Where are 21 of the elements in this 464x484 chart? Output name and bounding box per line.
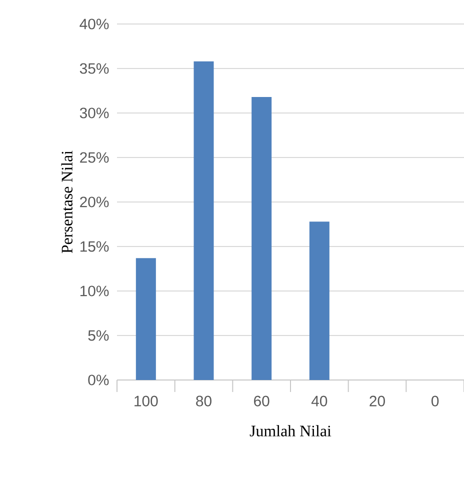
x-tick-label: 0: [431, 396, 438, 406]
y-tick-label: 25%: [80, 152, 108, 163]
y-tick-label: 35%: [80, 63, 108, 74]
x-axis-title: Jumlah Nilai: [250, 425, 331, 436]
x-tick-label: 80: [196, 396, 212, 406]
bar: [309, 222, 330, 380]
y-tick-label: 40%: [79, 18, 108, 30]
y-tick-label: 15%: [80, 241, 108, 252]
bar: [136, 258, 156, 380]
bar: [251, 96, 272, 380]
x-tick-label: 40: [311, 396, 327, 406]
bar: [194, 61, 214, 380]
y-tick-label: 0%: [88, 374, 108, 386]
x-tick-label: 60: [254, 396, 270, 406]
y-tick-label: 30%: [80, 108, 108, 118]
x-tick-label: 20: [369, 396, 385, 406]
y-tick-label: 5%: [88, 330, 108, 341]
y-tick-label: 10%: [80, 286, 108, 296]
y-tick-label: 20%: [80, 196, 108, 208]
x-tick-label: 100: [134, 396, 158, 406]
y-axis-title: Persentase Nilai: [61, 150, 72, 254]
